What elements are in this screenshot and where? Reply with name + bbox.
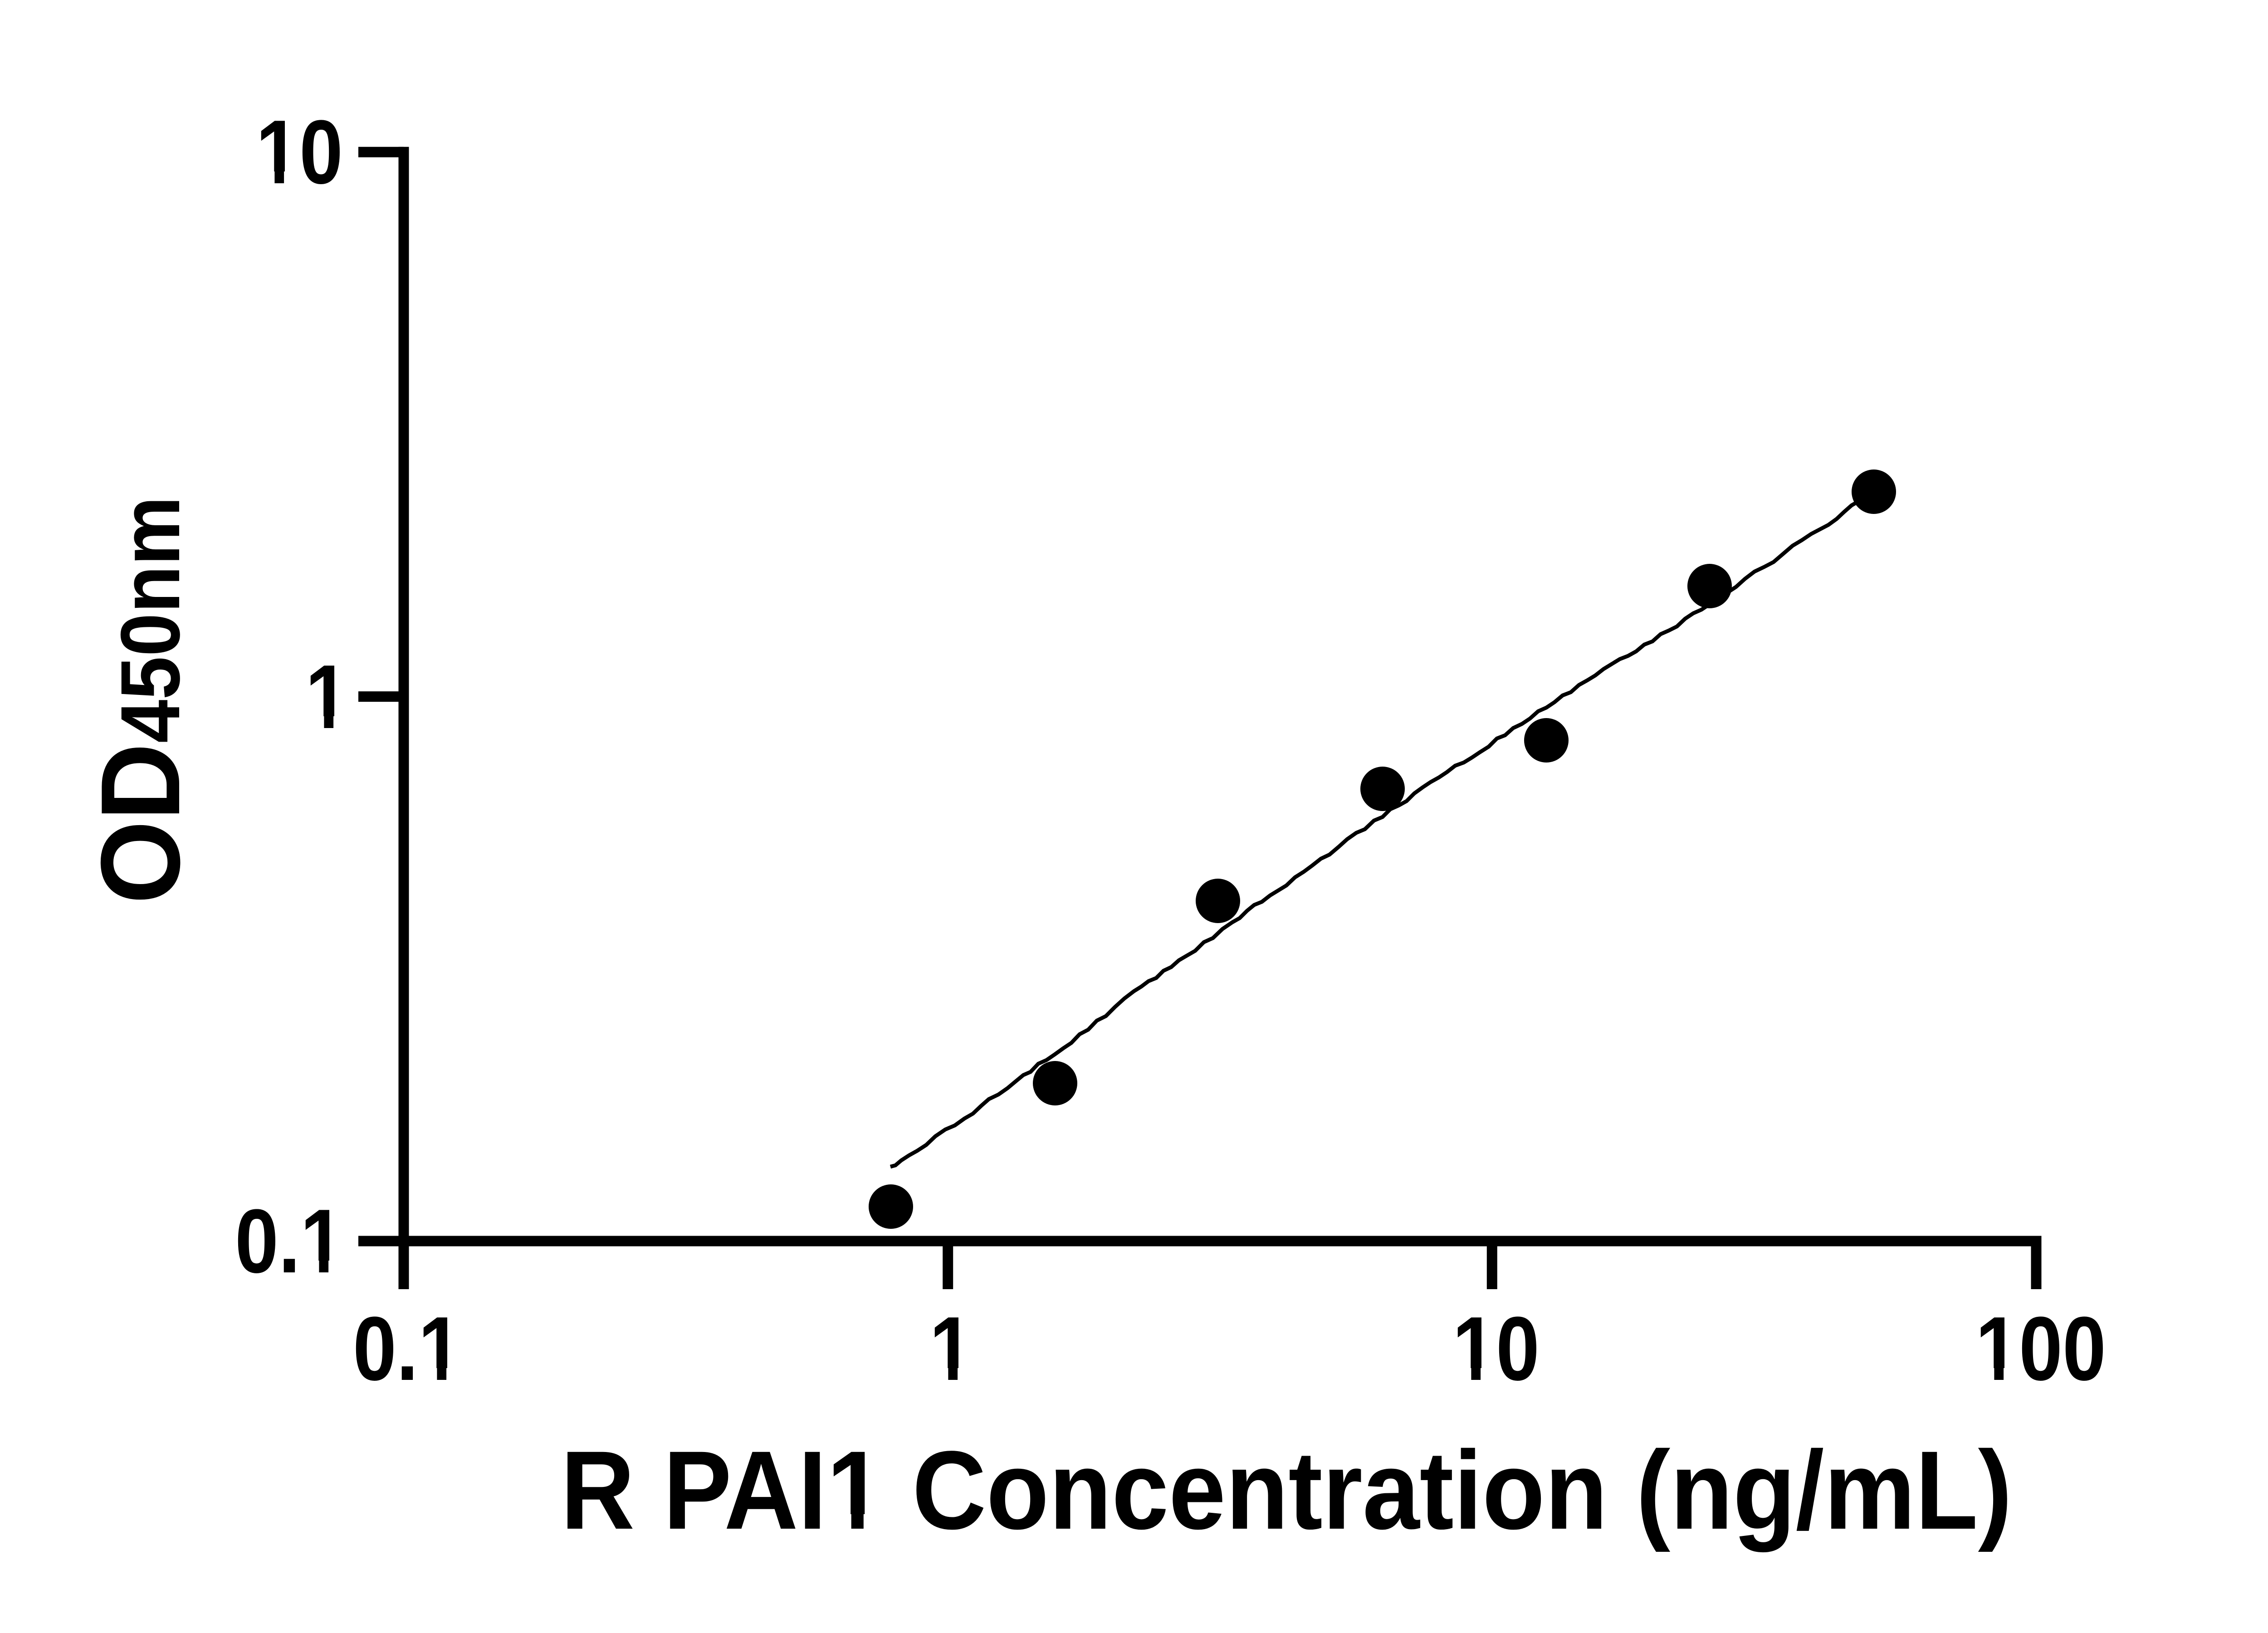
- svg-text:R PAI1 Concentration (ng/mL): R PAI1 Concentration (ng/mL): [561, 1428, 2012, 1553]
- svg-text:1: 1: [929, 1298, 973, 1399]
- svg-text:0.1: 0.1: [235, 1191, 344, 1292]
- svg-text:0.1: 0.1: [353, 1298, 462, 1399]
- svg-text:10: 10: [256, 102, 343, 203]
- svg-text:100: 100: [1975, 1298, 2106, 1399]
- svg-text:OD450nm: OD450nm: [77, 496, 203, 904]
- svg-text:10: 10: [1452, 1298, 1540, 1399]
- svg-text:1: 1: [305, 646, 349, 748]
